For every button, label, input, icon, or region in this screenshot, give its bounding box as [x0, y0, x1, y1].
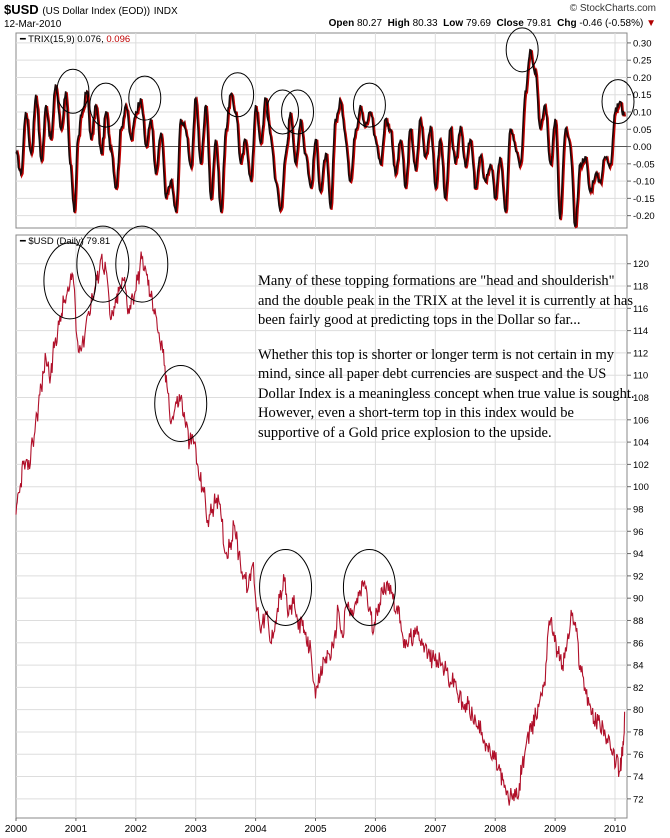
legend-entry: 0.096 [104, 34, 130, 45]
circled-top-marker [154, 365, 208, 443]
y-tick-label: 0.15 [633, 90, 652, 101]
circled-top-marker [221, 72, 255, 118]
price-panel: 120 118 116 114 112 110 108 106 104 102 100 98 96 94 9… [5, 225, 649, 835]
x-tick-label: 2010 [604, 824, 627, 835]
y-tick-label: 82 [633, 683, 644, 694]
y-tick-label: 0.30 [633, 38, 652, 49]
brand-watermark: © StockCharts.com [569, 3, 656, 14]
circled-top-marker [352, 82, 386, 128]
y-tick-label: 120 [633, 259, 649, 270]
y-tick-label: 112 [633, 348, 648, 359]
symbol-title: $USD (US Dollar Index (EOD)) INDX [4, 2, 178, 17]
x-tick-label: 2001 [65, 824, 88, 835]
annotation-paragraph: Many of these topping formations are "he… [258, 273, 634, 328]
x-tick-label: 2006 [364, 824, 387, 835]
circled-top-marker [342, 548, 396, 626]
y-tick-label: 0.05 [633, 125, 652, 136]
high-label: High [387, 18, 410, 29]
trix-panel: 0.30 0.25 0.20 0.15 0.10 0.05 0.00 -0.05 -0.10 -0… [15, 27, 655, 229]
low-value: 79.69 [465, 18, 491, 29]
price-line [15, 251, 626, 806]
y-tick-label: 0.20 [633, 73, 652, 84]
x-tick-label: 2009 [544, 824, 567, 835]
x-tick-label: 2000 [5, 824, 28, 835]
trix-line [15, 48, 625, 228]
y-tick-label: 116 [633, 304, 648, 315]
x-tick-label: 2007 [424, 824, 447, 835]
x-tick-label: 2008 [484, 824, 507, 835]
low-label: Low [443, 18, 464, 29]
y-tick-label: 88 [633, 616, 644, 627]
y-tick-label: -0.15 [633, 194, 655, 205]
change-value: -0.46 (-0.58%) [579, 18, 644, 29]
symbol-name: (US Dollar Index (EOD)) [42, 6, 151, 17]
x-tick-label: 2004 [244, 824, 267, 835]
close-value: 79.81 [526, 18, 552, 29]
circled-top-marker [89, 82, 123, 128]
circled-top-marker [56, 68, 90, 114]
y-tick-label: 78 [633, 727, 644, 738]
panel-frame [15, 32, 628, 229]
open-label: Open [328, 18, 355, 29]
high-value: 80.33 [412, 18, 438, 29]
annotation-paragraph: Whether this top is shorter or longer te… [258, 346, 635, 441]
y-tick-label: -0.20 [633, 211, 655, 222]
symbol-exchange: INDX [153, 6, 178, 17]
y-tick-label: 96 [633, 527, 644, 538]
panel-legend: ━ TRIX(15,9) 0.076, 0.096 [19, 34, 130, 45]
y-tick-label: 118 [633, 282, 648, 293]
circled-top-marker [76, 225, 130, 303]
panel-legend: ━ $USD (Daily) 79.81 [19, 236, 110, 247]
y-tick-label: 0.10 [633, 108, 652, 119]
y-tick-label: 106 [633, 415, 649, 426]
y-tick-label: 90 [633, 594, 644, 605]
chart-date: 12-Mar-2010 [4, 19, 62, 30]
circled-top-marker [266, 89, 300, 135]
y-tick-label: 0.00 [633, 142, 652, 153]
y-tick-label: 74 [633, 772, 644, 783]
y-tick-label: 110 [633, 371, 648, 382]
open-value: 80.27 [356, 18, 383, 29]
quote-summary: Open 80.27 High 80.33 Low 79.69 Close 79… [329, 18, 656, 29]
y-tick-label: -0.05 [633, 159, 655, 170]
y-tick-label: 0.25 [633, 56, 652, 67]
close-label: Close [496, 18, 524, 29]
legend-entry: ━ $USD (Daily) [19, 236, 84, 247]
annotation-text: Many of these topping formations are "he… [258, 272, 636, 458]
y-tick-label: -0.10 [633, 177, 655, 188]
y-tick-label: 80 [633, 705, 644, 716]
y-tick-label: 98 [633, 504, 644, 515]
x-tick-label: 2005 [304, 824, 327, 835]
y-tick-label: 102 [633, 460, 649, 471]
circled-top-marker [505, 27, 539, 73]
change-label: Chg [557, 18, 577, 29]
trix-signal-line [16, 49, 627, 229]
y-tick-label: 92 [633, 571, 644, 582]
y-tick-label: 94 [633, 549, 644, 560]
circled-top-marker [43, 242, 97, 320]
y-tick-label: 76 [633, 750, 644, 761]
y-tick-label: 108 [633, 393, 649, 404]
circled-top-marker [601, 79, 635, 125]
x-tick-label: 2003 [185, 824, 208, 835]
symbol-ticker: $USD [4, 2, 39, 17]
panel-frame [15, 234, 628, 819]
circled-top-marker [259, 548, 313, 626]
legend-entry: 79.81 [84, 236, 110, 247]
legend-entry: 0.076, [75, 34, 104, 45]
y-tick-label: 104 [633, 438, 649, 449]
x-tick-label: 2002 [125, 824, 148, 835]
legend-entry: ━ TRIX(15,9) [19, 34, 75, 45]
y-tick-label: 100 [633, 482, 649, 493]
y-tick-label: 114 [633, 326, 648, 337]
y-tick-label: 72 [633, 794, 644, 805]
down-triangle-icon: ▼ [646, 18, 656, 29]
y-tick-label: 84 [633, 661, 644, 672]
circled-top-marker [115, 225, 169, 303]
y-tick-label: 86 [633, 638, 644, 649]
circled-top-marker [281, 89, 315, 135]
circled-top-marker [128, 75, 162, 121]
